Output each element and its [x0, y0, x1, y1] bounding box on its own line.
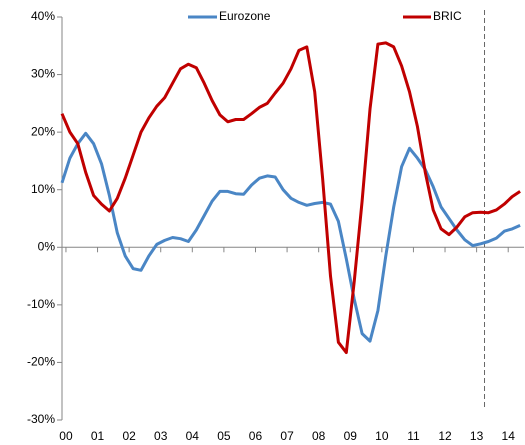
x-tick-label: 05: [217, 429, 231, 443]
x-tick-label: 11: [407, 429, 420, 443]
x-tick-label: 06: [249, 429, 263, 443]
series-line: [60, 131, 521, 343]
series-line: [60, 41, 521, 355]
y-tick-label: 30%: [31, 67, 55, 81]
x-tick-label: 12: [438, 429, 452, 443]
y-tick-label: 10%: [31, 182, 55, 196]
y-tick-label: 40%: [31, 9, 55, 23]
x-tick-label: 01: [91, 429, 105, 443]
y-tick-label: 20%: [31, 124, 55, 138]
x-tick-label: 09: [344, 429, 358, 443]
x-tick-label: 04: [186, 429, 200, 443]
legend-label: Eurozone: [219, 9, 271, 23]
x-tick-label: 00: [59, 429, 73, 443]
x-tick-label: 02: [122, 429, 136, 443]
x-tick-label: 07: [280, 429, 294, 443]
y-tick-label: -10%: [27, 297, 55, 311]
x-tick-label: 10: [375, 429, 389, 443]
y-tick-label: -20%: [27, 355, 55, 369]
x-tick-label: 13: [470, 429, 484, 443]
x-tick-label: 08: [312, 429, 326, 443]
x-tick-label: 14: [502, 429, 516, 443]
y-tick-label: 0%: [38, 239, 56, 253]
legend-label: BRIC: [433, 9, 462, 23]
x-tick-label: 03: [154, 429, 168, 443]
y-tick-label: -30%: [27, 412, 55, 426]
